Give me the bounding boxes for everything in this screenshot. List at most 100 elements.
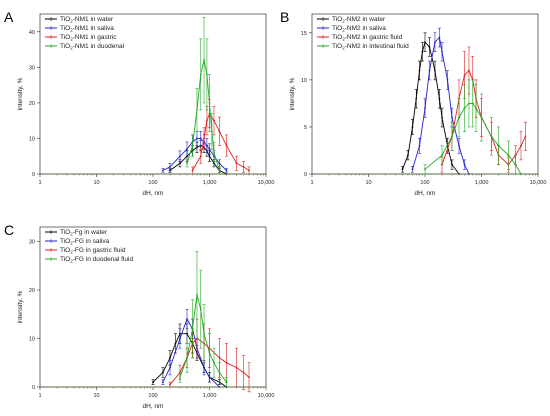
data-point — [434, 41, 436, 44]
x-tick-label: 10,000 — [258, 393, 275, 399]
legend-entry: TiO2-NM1 in water — [60, 16, 114, 24]
data-point — [208, 155, 211, 158]
legend-entry: TiO2-NM2 in water — [332, 16, 386, 24]
data-point — [186, 162, 188, 165]
data-point — [191, 144, 194, 147]
x-tick-label: 1 — [38, 393, 41, 399]
legend-entry: TiO2-NM1 in gastric — [60, 34, 117, 42]
series-2 — [41, 131, 265, 175]
series-line — [424, 102, 522, 175]
data-point — [179, 162, 181, 165]
panel-a: A 1 10 100 1,000 10,000 0 10 20 30 40 dH, nm intensi… — [4, 9, 274, 197]
data-point — [196, 137, 198, 140]
data-point — [401, 168, 404, 171]
data-point — [196, 109, 198, 111]
data-point — [242, 371, 245, 374]
x-tick-label: 100 — [148, 393, 157, 399]
y-tick-label: 0 — [32, 385, 35, 391]
data-point — [169, 383, 171, 386]
data-point — [242, 165, 245, 168]
series-line — [441, 69, 526, 166]
y-tick-label: 20 — [29, 288, 35, 294]
series-4 — [41, 250, 265, 388]
x-tick-label: 1 — [38, 180, 41, 186]
x-tick-label: 1,000 — [475, 180, 489, 186]
y-tick-label: 30 — [29, 240, 35, 246]
x-axis-label: dH, nm — [415, 190, 436, 197]
data-point — [218, 371, 221, 374]
y-tick-label: 20 — [29, 101, 35, 107]
data-point — [480, 116, 483, 119]
y-tick-label: 15 — [301, 31, 307, 37]
data-point — [179, 337, 181, 340]
data-point — [213, 361, 215, 364]
data-point — [514, 163, 517, 166]
x-axis-label: dH, nm — [143, 403, 164, 410]
y-axis-label: intensity, % — [17, 290, 24, 323]
data-point — [203, 137, 205, 140]
data-point — [434, 69, 436, 72]
x-tick-label: 1,000 — [203, 180, 217, 186]
legend-entry: TiO2-NM1 in saliva — [60, 25, 114, 33]
data-point — [428, 46, 431, 48]
data-point — [162, 169, 164, 172]
legend-entry: TiO2-FG in gastric fluid — [60, 247, 126, 255]
data-point — [186, 148, 188, 151]
series-line — [186, 60, 220, 171]
data-point — [438, 97, 441, 100]
data-point — [520, 144, 522, 147]
panel-b: B 1 10 100 1,000 10,000 0 5 10 15 dH, nm intensity,… — [280, 9, 546, 197]
data-point — [174, 342, 177, 345]
data-point — [213, 151, 215, 154]
data-point — [199, 73, 202, 76]
data-point — [218, 130, 221, 133]
data-point — [451, 163, 453, 166]
legend-entry: TiO2-NM2 in saliva — [332, 25, 386, 33]
series-1 — [41, 323, 265, 388]
data-point — [218, 357, 221, 359]
x-tick-label: 100 — [420, 180, 429, 186]
panel-letter: A — [4, 9, 14, 25]
data-point — [186, 357, 188, 359]
y-tick-label: 40 — [29, 30, 35, 36]
series-2 — [41, 309, 265, 388]
data-point — [225, 144, 228, 147]
x-tick-label: 10 — [93, 393, 99, 399]
x-tick-label: 100 — [148, 180, 157, 186]
data-point — [179, 155, 181, 158]
y-axis-label: intensity, % — [289, 77, 296, 110]
x-tick-label: 10 — [365, 180, 371, 186]
data-point — [162, 381, 164, 384]
data-point — [203, 366, 205, 369]
data-point — [424, 41, 426, 44]
panel-letter: B — [280, 9, 289, 25]
data-point — [463, 74, 466, 77]
data-point — [208, 376, 211, 379]
y-tick-label: 10 — [301, 78, 307, 84]
data-point — [199, 155, 202, 158]
data-point — [235, 366, 238, 369]
data-point — [407, 154, 409, 157]
data-point — [218, 162, 221, 165]
data-point — [196, 293, 198, 296]
data-point — [186, 332, 188, 335]
data-point — [206, 119, 208, 122]
data-point — [179, 376, 181, 379]
data-point — [475, 107, 477, 110]
data-point — [524, 135, 527, 138]
data-point — [451, 135, 453, 138]
y-axis-label: intensity, % — [17, 77, 24, 110]
data-point — [208, 101, 211, 104]
y-tick-label: 30 — [29, 65, 35, 71]
data-point — [463, 163, 466, 166]
data-point — [225, 169, 228, 172]
data-point — [248, 376, 250, 379]
data-point — [421, 50, 424, 53]
data-point — [225, 381, 228, 384]
data-point — [152, 381, 154, 384]
data-point — [441, 116, 443, 119]
data-point — [507, 154, 510, 157]
data-point — [424, 107, 426, 110]
series-line — [402, 41, 460, 175]
